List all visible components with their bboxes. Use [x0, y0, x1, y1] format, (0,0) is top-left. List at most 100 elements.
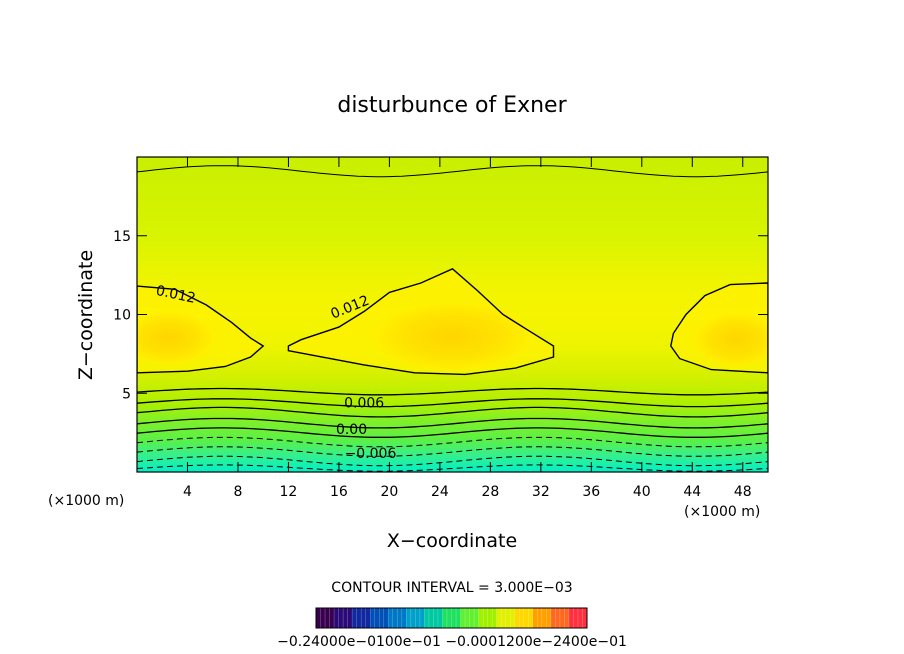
colorbar-swatch — [523, 608, 529, 628]
colorbar-swatch — [320, 608, 326, 628]
colorbar-swatch — [528, 608, 534, 628]
x-tick-label: 16 — [330, 484, 348, 500]
colorbar-swatch — [546, 608, 552, 628]
contour-fills — [137, 268, 768, 375]
contour-label: −0.006 — [345, 446, 397, 462]
colorbar-swatch — [383, 608, 389, 628]
colorbar-swatch — [555, 608, 561, 628]
y-tick-label: 5 — [122, 386, 131, 402]
colorbar-swatch — [559, 608, 565, 628]
contour-label: 0.00 — [336, 422, 367, 438]
y-axis-label: Z−coordinate — [75, 250, 97, 380]
colorbar-swatch — [492, 608, 497, 628]
x-tick-label: 36 — [582, 484, 600, 500]
y-axis-ticks: 5 10 15 — [113, 229, 768, 402]
colorbar-swatch — [460, 608, 466, 628]
contour-lines — [137, 165, 768, 472]
colorbar-swatch — [465, 608, 470, 628]
colorbar-swatch — [379, 608, 385, 628]
colorbar-swatch — [582, 608, 588, 628]
x-tick-label: 32 — [532, 484, 550, 500]
colorbar-swatch — [361, 608, 366, 628]
colorbar-swatch — [325, 608, 330, 628]
x-tick-label: 8 — [233, 484, 242, 500]
contour-line — [137, 446, 768, 457]
colorbar-swatch — [316, 608, 321, 628]
colorbar-swatch — [532, 608, 538, 628]
contour-line — [137, 398, 768, 408]
contour-line — [137, 455, 768, 467]
colorbar-swatch — [406, 608, 412, 628]
core-center — [374, 302, 531, 371]
colorbar-swatch — [401, 608, 407, 628]
y-tick-label: 15 — [113, 229, 131, 245]
colorbar-labels: −0.24000e−0100e−01 −0.0001200e−2400e−01 — [277, 634, 627, 650]
contour-line — [137, 406, 768, 418]
colorbar-swatch — [329, 608, 335, 628]
x-unit-left: (×1000 m) — [48, 493, 124, 509]
colorbar-swatch — [514, 608, 520, 628]
colorbar-swatch — [496, 608, 502, 628]
contour-line — [137, 464, 768, 472]
contour-line-0012-left — [137, 285, 265, 374]
colorbar-swatch — [437, 608, 443, 628]
x-tick-label: 48 — [734, 484, 752, 500]
colorbar-swatch — [505, 608, 511, 628]
colorbar-swatch — [347, 608, 353, 628]
colorbar-swatch — [564, 608, 570, 628]
x-tick-label: 4 — [183, 484, 192, 500]
colorbar-swatch — [415, 608, 421, 628]
x-tick-label: 28 — [481, 484, 499, 500]
colorbar-swatch — [442, 608, 448, 628]
contour-line-0012-center — [287, 267, 555, 376]
colorbar-swatch — [568, 608, 574, 628]
colorbar-swatch — [573, 608, 579, 628]
contour-line-0012-right — [670, 282, 768, 374]
colorbar-swatch — [433, 608, 439, 628]
colorbar-swatch — [334, 608, 339, 628]
x-unit-right: (×1000 m) — [684, 504, 760, 520]
contour-line-top — [137, 165, 768, 178]
colorbar-frame — [315, 607, 588, 629]
colorbar-swatch — [519, 608, 525, 628]
colorbar-swatch — [392, 608, 398, 628]
colorbar-swatch — [356, 608, 362, 628]
colorbar-swatch — [365, 608, 371, 628]
x-tick-label: 12 — [280, 484, 298, 500]
colorbar-swatch — [451, 608, 457, 628]
colorbar-swatch — [537, 608, 543, 628]
core-right — [694, 313, 768, 366]
colorbar-swatch — [338, 608, 344, 628]
colorbar-swatch — [446, 608, 452, 628]
colorbar-swatch — [478, 608, 484, 628]
colorbar-swatch — [428, 608, 434, 628]
x-tick-label: 20 — [380, 484, 398, 500]
x-tick-label: 40 — [633, 484, 651, 500]
contour-interval-text: CONTOUR INTERVAL = 3.000E−03 — [331, 580, 572, 596]
colorbar-swatch — [577, 608, 583, 628]
colorbar-swatch — [370, 608, 376, 628]
colorbar-swatch — [487, 608, 493, 628]
colorbar-swatch — [541, 608, 547, 628]
x-tick-label: 44 — [683, 484, 701, 500]
colorbar-swatch — [352, 608, 357, 628]
chart-title: disturbunce of Exner — [337, 93, 567, 118]
plot-area — [137, 157, 768, 472]
colorbar-swatch — [343, 608, 348, 628]
contour-line — [137, 436, 768, 448]
colorbar-swatch — [419, 608, 425, 628]
contour-line — [137, 387, 768, 396]
contour-label: 0.006 — [344, 395, 384, 411]
y-tick-label: 10 — [113, 308, 131, 324]
colorbar-swatch — [474, 608, 479, 628]
x-tick-label: 24 — [431, 484, 449, 500]
colorbar-swatch — [388, 608, 394, 628]
colorbar-swatch — [510, 608, 516, 628]
colorbar-swatch — [483, 608, 488, 628]
contour-line — [137, 417, 768, 429]
colorbar-swatch — [397, 608, 403, 628]
colorbar-swatch — [374, 608, 380, 628]
colorbar-swatch — [469, 608, 475, 628]
x-axis-ticks: 4 8 12 16 20 24 28 32 36 40 44 48 — [183, 157, 752, 500]
